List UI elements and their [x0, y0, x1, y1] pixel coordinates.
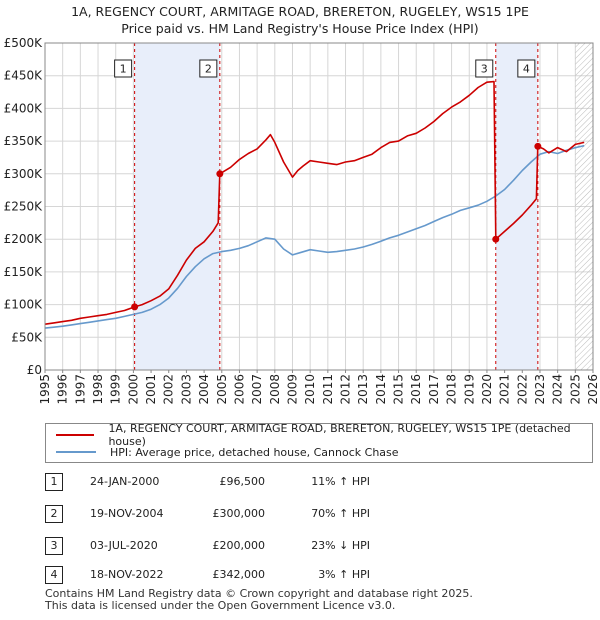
y-tick-label: £450K: [4, 69, 44, 83]
x-tick-label: 2024: [551, 374, 565, 405]
transaction-date: 19-NOV-2004: [90, 507, 164, 520]
shaded-period: [495, 43, 538, 370]
chart-title: 1A, REGENCY COURT, ARMITAGE ROAD, BRERET…: [71, 4, 529, 19]
property-price-line: [44, 80, 585, 325]
transaction-date: 18-NOV-2022: [90, 568, 164, 581]
x-tick-label: 2002: [162, 374, 176, 405]
transaction-hpi-change: 3% ↑ HPI: [318, 568, 370, 581]
x-tick-label: 2013: [356, 374, 370, 405]
y-tick-label: £500K: [4, 36, 44, 50]
sale-number-label: 3: [481, 63, 488, 76]
x-tick-label: 1999: [109, 374, 123, 405]
transaction-date: 24-JAN-2000: [90, 475, 160, 488]
y-tick-label: £250K: [4, 200, 44, 214]
sale-number-box: [475, 59, 494, 78]
legend-item-hpi: HPI: Average price, detached house, Cann…: [56, 444, 399, 460]
y-tick-label: £350K: [4, 134, 44, 148]
sale-point: [216, 170, 224, 178]
sale-number-label: 2: [205, 63, 212, 76]
x-tick-label: 2001: [144, 374, 158, 405]
x-tick-label: 2012: [339, 374, 353, 405]
sale-number-label: 4: [523, 63, 530, 76]
x-tick-label: 2023: [533, 374, 547, 405]
footer: Contains HM Land Registry data © Crown c…: [45, 588, 473, 612]
x-tick-label: 2010: [303, 374, 317, 405]
x-tick-label: 2014: [374, 374, 388, 405]
sale-point: [492, 235, 500, 243]
sale-point: [131, 303, 139, 311]
transaction-badge: 2: [45, 505, 63, 523]
y-tick-label: £0: [27, 363, 42, 377]
x-tick-label: 2007: [250, 374, 264, 405]
legend-hpi-label: HPI: Average price, detached house, Cann…: [110, 445, 399, 459]
legend-red-line: [56, 434, 95, 436]
y-tick-label: £50K: [11, 330, 43, 344]
y-tick-label: £300K: [4, 167, 44, 181]
transaction-badge: 1: [45, 473, 63, 491]
x-tick-label: 2022: [515, 374, 529, 405]
transaction-hpi-change: 11% ↑ HPI: [311, 475, 370, 488]
transaction-badge: 4: [45, 566, 63, 584]
shaded-period: [134, 43, 220, 370]
transaction-price: £200,000: [212, 539, 266, 552]
transaction-date: 03-JUL-2020: [90, 539, 158, 552]
y-tick-label: £200K: [4, 232, 44, 246]
legend-item-property: 1A, REGENCY COURT, ARMITAGE ROAD, BRERET…: [56, 422, 592, 448]
sale-point: [534, 142, 542, 150]
x-tick-label: 2011: [321, 374, 335, 405]
transaction-badge: 3: [45, 537, 63, 555]
x-tick-label: 2004: [197, 374, 211, 405]
x-tick-label: 2019: [462, 374, 476, 405]
transaction-price: £342,000: [212, 568, 266, 581]
x-tick-label: 2005: [215, 374, 229, 405]
sale-number-box: [517, 59, 536, 78]
x-tick-label: 2000: [126, 374, 140, 405]
x-tick-label: 2009: [285, 374, 299, 405]
transaction-hpi-change: 70% ↑ HPI: [311, 507, 370, 520]
footer-licence: This data is licensed under the Open Gov…: [45, 599, 396, 612]
x-tick-label: 2021: [498, 374, 512, 405]
hpi-line: [44, 144, 585, 329]
x-tick-label: 2006: [232, 374, 246, 405]
footer-copyright: Contains HM Land Registry data © Crown c…: [45, 587, 473, 600]
chart-subtitle: Price paid vs. HM Land Registry's House …: [121, 21, 479, 36]
x-tick-label: 2018: [445, 374, 459, 405]
forecast-hatch: [575, 43, 593, 370]
x-tick-label: 1997: [73, 374, 87, 405]
chart-legend: 1A, REGENCY COURT, ARMITAGE ROAD, BRERET…: [45, 422, 593, 463]
x-tick-label: 2017: [427, 374, 441, 405]
y-tick-label: £100K: [4, 298, 44, 312]
x-tick-label: 1995: [38, 374, 52, 405]
x-tick-label: 2015: [392, 374, 406, 405]
sale-number-box: [114, 59, 133, 78]
legend-property-label: 1A, REGENCY COURT, ARMITAGE ROAD, BRERET…: [108, 422, 571, 448]
x-tick-label: 2026: [586, 374, 600, 405]
price-chart: 1 2 3 4 £0 £50K £100K £150K £200K £250K £300K £350…: [4, 36, 600, 405]
x-tick-label: 2020: [480, 374, 494, 405]
x-tick-label: 2008: [268, 374, 282, 405]
x-tick-label: 2016: [409, 374, 423, 405]
x-tick-label: 1998: [91, 374, 105, 405]
y-tick-label: £400K: [4, 101, 44, 115]
sale-number-box: [199, 59, 218, 78]
y-tick-label: £150K: [4, 265, 44, 279]
sale-number-label: 1: [120, 63, 127, 76]
transaction-price: £96,500: [219, 475, 266, 488]
x-tick-label: 2003: [179, 374, 193, 405]
transaction-price: £300,000: [212, 507, 266, 520]
x-tick-label: 1996: [56, 374, 70, 405]
x-tick-label: 2025: [568, 374, 582, 405]
transaction-hpi-change: 23% ↓ HPI: [311, 539, 370, 552]
legend-blue-line: [56, 451, 96, 453]
plot-frame: [44, 42, 594, 371]
